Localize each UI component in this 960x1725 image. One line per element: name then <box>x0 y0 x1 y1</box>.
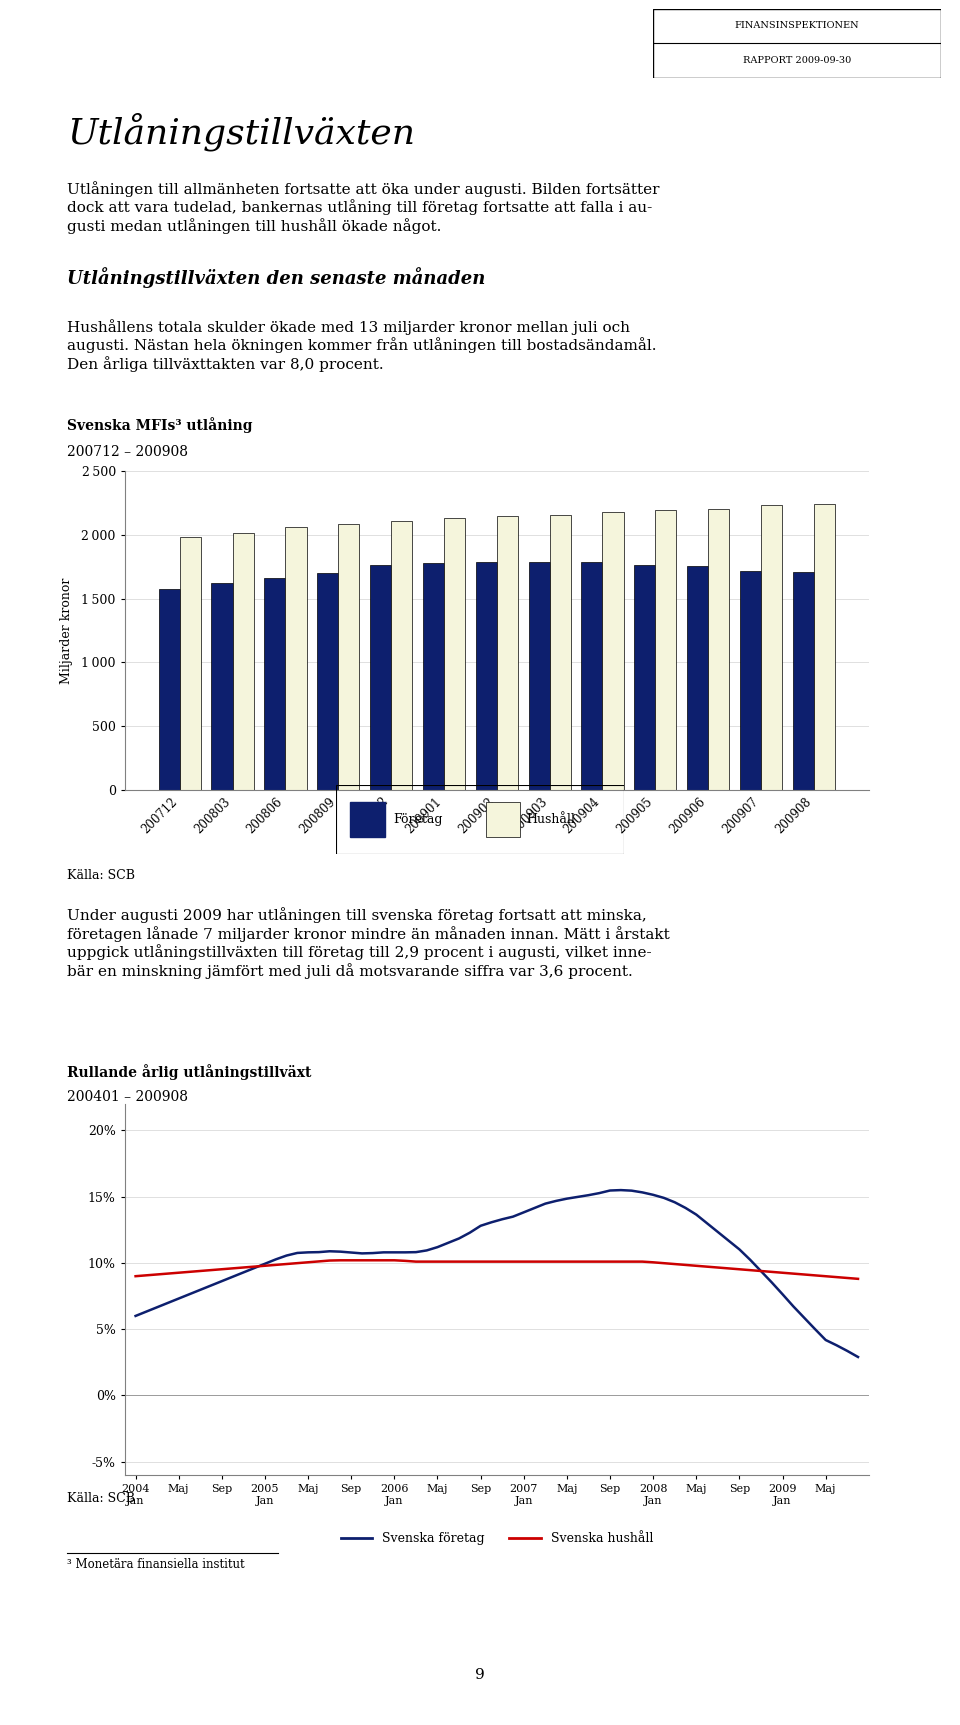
Text: 9: 9 <box>475 1668 485 1682</box>
Text: Svenska MFIs³ utlåning: Svenska MFIs³ utlåning <box>67 417 252 433</box>
Bar <box>317 573 338 790</box>
Text: Utlåningen till allmänheten fortsatte att öka under augusti. Bilden fortsätter
d: Utlåningen till allmänheten fortsatte at… <box>67 181 660 235</box>
Bar <box>550 516 571 790</box>
Text: ³ Monetära finansiella institut: ³ Monetära finansiella institut <box>67 1558 245 1571</box>
Svenska hushåll <box>130 1266 141 1287</box>
Text: Utlåningstillväxten: Utlåningstillväxten <box>67 112 415 150</box>
Bar <box>264 578 285 790</box>
Svenska företag <box>852 1347 864 1368</box>
Bar <box>475 562 497 790</box>
Svenska hushåll <box>292 1252 303 1273</box>
Text: Källa: SCB: Källa: SCB <box>67 1492 135 1506</box>
Text: FINANSINSPEKTIONEN: FINANSINSPEKTIONEN <box>734 21 859 31</box>
Bar <box>582 562 603 790</box>
Svenska hushåll <box>787 1263 799 1283</box>
Bar <box>350 802 385 837</box>
Legend: Svenska företag, Svenska hushåll: Svenska företag, Svenska hushåll <box>336 1527 658 1551</box>
Svenska företag <box>302 1242 314 1263</box>
Text: Källa: SCB: Källa: SCB <box>67 869 135 883</box>
Line: Svenska företag: Svenska företag <box>135 1190 858 1358</box>
Bar <box>740 571 761 790</box>
Svenska företag <box>432 1237 444 1258</box>
Bar <box>529 562 550 790</box>
Bar <box>656 511 677 790</box>
Text: Rullande årlig utlåningstillväxt: Rullande årlig utlåningstillväxt <box>67 1064 312 1080</box>
Bar <box>180 536 201 790</box>
Svenska företag <box>787 1295 799 1316</box>
Text: Hushåll: Hushåll <box>526 812 575 826</box>
Svenska företag <box>130 1306 141 1327</box>
Bar <box>232 533 253 790</box>
Bar <box>708 509 730 790</box>
Svenska företag <box>615 1180 627 1201</box>
Svenska hushåll <box>550 1251 562 1271</box>
Bar <box>391 521 412 790</box>
Svenska hushåll <box>562 1251 573 1271</box>
Text: Hushållens totala skulder ökade med 13 miljarder kronor mellan juli och
augusti.: Hushållens totala skulder ökade med 13 m… <box>67 319 657 373</box>
Bar <box>761 505 782 790</box>
Bar <box>793 571 814 790</box>
Text: 200401 – 200908: 200401 – 200908 <box>67 1090 188 1104</box>
Bar <box>211 583 232 790</box>
Bar <box>370 566 391 790</box>
Bar <box>158 588 180 790</box>
Bar <box>603 512 624 790</box>
Bar <box>687 566 708 790</box>
Bar <box>422 564 444 790</box>
Svenska företag <box>550 1190 562 1211</box>
Svenska hushåll <box>335 1251 347 1271</box>
Line: Svenska hushåll: Svenska hushåll <box>135 1261 858 1278</box>
Svenska hushåll <box>302 1252 314 1273</box>
Bar <box>497 516 518 790</box>
Bar <box>285 528 306 790</box>
Text: Utlåningstillväxten den senaste månaden: Utlåningstillväxten den senaste månaden <box>67 267 486 288</box>
Text: Företag: Företag <box>394 812 444 826</box>
Svenska hushåll <box>443 1251 454 1271</box>
Y-axis label: Miljarder kronor: Miljarder kronor <box>60 578 73 683</box>
Bar <box>338 524 359 790</box>
Svenska hushåll <box>852 1268 864 1289</box>
Bar <box>486 802 520 837</box>
Bar <box>635 566 656 790</box>
Bar <box>814 504 835 790</box>
Text: RAPPORT 2009-09-30: RAPPORT 2009-09-30 <box>743 55 851 66</box>
Svenska företag <box>292 1242 303 1263</box>
Bar <box>444 518 465 790</box>
Text: 200712 – 200908: 200712 – 200908 <box>67 445 188 459</box>
Svenska företag <box>540 1194 551 1214</box>
Text: Under augusti 2009 har utlåningen till svenska företag fortsatt att minska,
före: Under augusti 2009 har utlåningen till s… <box>67 907 670 978</box>
